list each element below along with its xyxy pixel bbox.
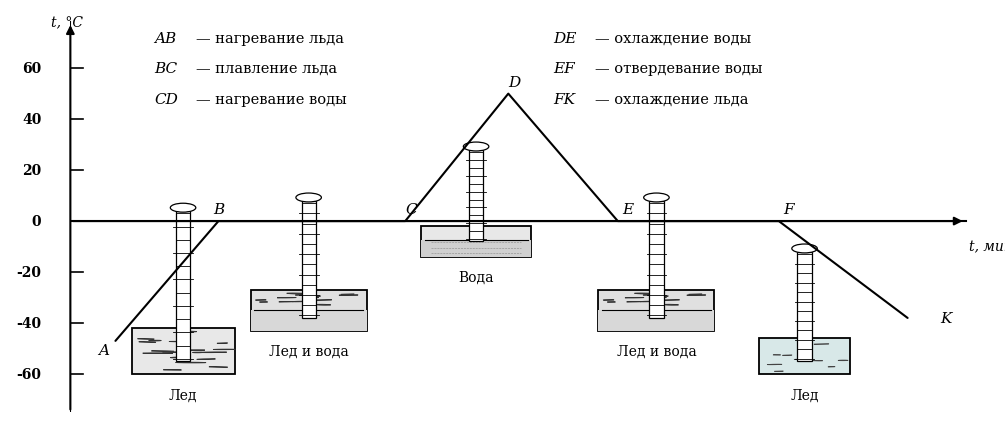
Text: DE: DE: [554, 32, 577, 46]
Text: A: A: [98, 344, 109, 358]
Ellipse shape: [634, 293, 655, 294]
Ellipse shape: [170, 357, 187, 358]
Ellipse shape: [295, 295, 313, 296]
Ellipse shape: [688, 294, 702, 295]
Ellipse shape: [663, 305, 678, 306]
Text: — плавление льда: — плавление льда: [196, 62, 337, 76]
Ellipse shape: [341, 294, 355, 295]
Ellipse shape: [309, 297, 319, 298]
Text: -60: -60: [16, 367, 41, 381]
Ellipse shape: [643, 295, 660, 296]
Text: 0: 0: [32, 214, 41, 229]
Ellipse shape: [339, 295, 358, 296]
Ellipse shape: [792, 244, 817, 253]
Text: -40: -40: [16, 316, 41, 330]
Text: -20: -20: [16, 266, 41, 279]
Ellipse shape: [152, 351, 174, 352]
Text: F: F: [783, 203, 794, 217]
Text: D: D: [509, 76, 521, 89]
Text: Лед: Лед: [790, 388, 819, 401]
Ellipse shape: [463, 143, 488, 151]
Ellipse shape: [650, 308, 664, 309]
Ellipse shape: [686, 295, 706, 296]
Text: 20: 20: [22, 164, 41, 178]
Text: B: B: [213, 203, 224, 217]
Bar: [421, 227, 531, 257]
Ellipse shape: [193, 352, 202, 353]
Bar: [598, 311, 715, 331]
Ellipse shape: [197, 359, 215, 360]
Text: Вода: Вода: [458, 270, 493, 285]
Ellipse shape: [603, 300, 614, 301]
Text: FK: FK: [554, 92, 576, 106]
Ellipse shape: [184, 350, 205, 351]
Text: BC: BC: [154, 62, 177, 76]
Ellipse shape: [143, 353, 173, 354]
Ellipse shape: [213, 349, 235, 350]
Text: Лед и вода: Лед и вода: [268, 344, 349, 358]
Text: — нагревание льда: — нагревание льда: [196, 32, 344, 46]
Bar: [649, 201, 663, 318]
Ellipse shape: [652, 296, 668, 297]
Text: K: K: [940, 311, 951, 325]
Bar: [798, 252, 812, 362]
Text: 60: 60: [22, 62, 41, 76]
Bar: [421, 240, 531, 257]
Text: Лед и вода: Лед и вода: [616, 344, 696, 358]
Text: t, °C: t, °C: [51, 16, 83, 30]
Ellipse shape: [199, 352, 226, 353]
Text: — нагревание воды: — нагревание воды: [196, 92, 347, 106]
Ellipse shape: [295, 194, 322, 203]
Text: EF: EF: [554, 62, 575, 76]
Text: E: E: [622, 203, 633, 217]
Text: CD: CD: [154, 92, 178, 106]
Text: 40: 40: [22, 113, 41, 127]
Bar: [469, 150, 483, 242]
Text: Лед: Лед: [169, 388, 197, 401]
Ellipse shape: [814, 344, 829, 345]
Text: C: C: [406, 203, 417, 217]
Text: — охлаждение льда: — охлаждение льда: [595, 92, 749, 106]
Ellipse shape: [643, 194, 669, 203]
Bar: [132, 329, 234, 374]
Ellipse shape: [663, 300, 679, 301]
Bar: [598, 290, 715, 331]
Text: — отвердевание воды: — отвердевание воды: [595, 62, 763, 76]
Ellipse shape: [149, 340, 162, 341]
Ellipse shape: [316, 305, 331, 306]
Bar: [250, 311, 367, 331]
Bar: [760, 339, 849, 374]
Ellipse shape: [170, 204, 196, 213]
Text: — охлаждение воды: — охлаждение воды: [595, 32, 752, 46]
Bar: [250, 290, 367, 331]
Ellipse shape: [767, 364, 782, 365]
Ellipse shape: [255, 300, 266, 301]
Ellipse shape: [794, 359, 803, 360]
Bar: [302, 201, 316, 318]
Ellipse shape: [217, 343, 228, 344]
Ellipse shape: [209, 367, 228, 368]
Ellipse shape: [838, 360, 848, 361]
Bar: [176, 211, 190, 362]
Text: t, мин: t, мин: [969, 240, 1005, 253]
Ellipse shape: [286, 293, 308, 294]
Ellipse shape: [305, 296, 321, 297]
Ellipse shape: [316, 300, 332, 301]
Ellipse shape: [303, 308, 317, 309]
Text: AB: AB: [154, 32, 176, 46]
Ellipse shape: [176, 362, 206, 363]
Ellipse shape: [656, 297, 666, 298]
